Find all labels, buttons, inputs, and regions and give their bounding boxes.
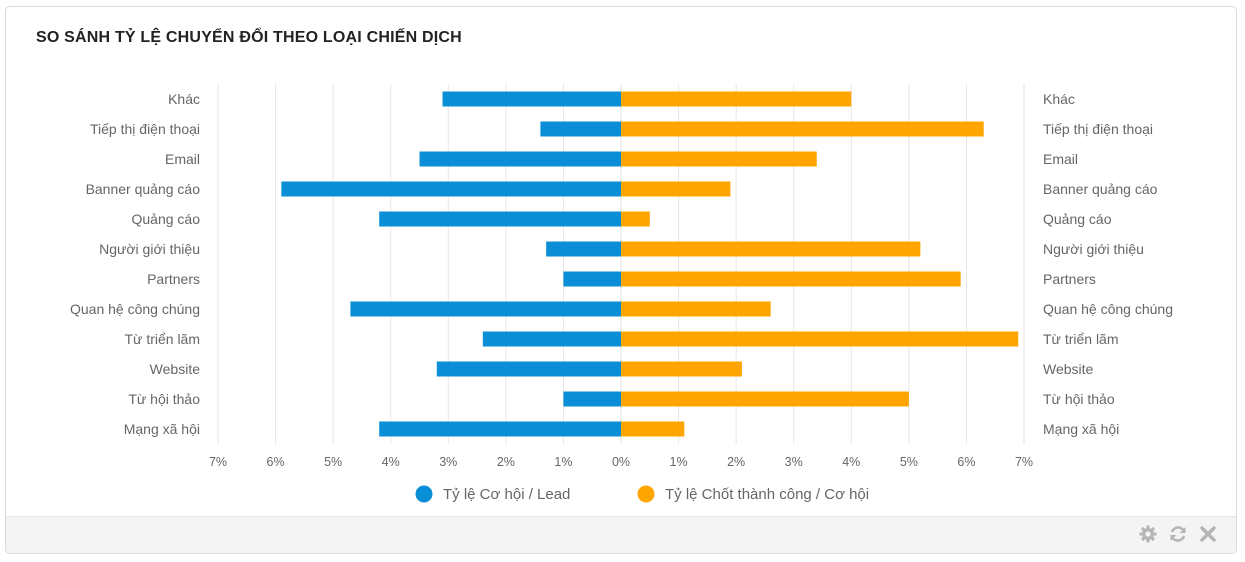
x-tick-label: 0% bbox=[612, 455, 630, 469]
x-tick-label: 6% bbox=[267, 455, 285, 469]
x-tick-label: 2% bbox=[727, 455, 745, 469]
x-tick-label: 4% bbox=[382, 455, 400, 469]
category-label-left: Mạng xã hội bbox=[124, 421, 200, 437]
gear-icon[interactable] bbox=[1138, 524, 1158, 544]
bar-lead-opportunity bbox=[546, 241, 621, 257]
category-label-right: Email bbox=[1043, 151, 1078, 167]
bar-layer bbox=[281, 91, 1019, 437]
x-tick-label: 7% bbox=[1015, 455, 1033, 469]
legend-marker bbox=[637, 485, 655, 503]
bar-lead-opportunity bbox=[436, 361, 621, 377]
bar-opportunity-win bbox=[621, 271, 961, 287]
bar-lead-opportunity bbox=[540, 121, 621, 137]
x-tick-label: 1% bbox=[554, 455, 572, 469]
category-label-left: Email bbox=[165, 151, 200, 167]
x-tick-label: 5% bbox=[900, 455, 918, 469]
category-label-right: Partners bbox=[1043, 271, 1096, 287]
x-tick-label: 3% bbox=[439, 455, 457, 469]
x-tick-label: 5% bbox=[324, 455, 342, 469]
category-label-right: Người giới thiệu bbox=[1043, 241, 1144, 257]
bar-opportunity-win bbox=[621, 181, 731, 197]
bar-lead-opportunity bbox=[379, 421, 621, 437]
category-label-left: Khác bbox=[168, 91, 200, 107]
bar-lead-opportunity bbox=[563, 271, 621, 287]
category-label-right: Tiếp thị điện thoại bbox=[1043, 121, 1153, 137]
bar-opportunity-win bbox=[621, 241, 921, 257]
grid-layer bbox=[217, 84, 1025, 444]
category-label-left: Quảng cáo bbox=[132, 211, 201, 227]
x-tick-label: 7% bbox=[209, 455, 227, 469]
x-tick-label: 4% bbox=[842, 455, 860, 469]
category-label-left: Từ triển lãm bbox=[125, 331, 201, 347]
bar-opportunity-win bbox=[621, 121, 984, 137]
category-label-left: Người giới thiệu bbox=[99, 241, 200, 257]
category-label-right: Khác bbox=[1043, 91, 1075, 107]
bar-lead-opportunity bbox=[350, 301, 621, 317]
refresh-icon[interactable] bbox=[1168, 524, 1188, 544]
category-label-right: Mạng xã hội bbox=[1043, 421, 1119, 437]
footer-toolbar bbox=[1138, 524, 1218, 544]
category-label-left: Từ hội thảo bbox=[128, 391, 200, 407]
category-label-right: Banner quảng cáo bbox=[1043, 181, 1158, 197]
bar-opportunity-win bbox=[621, 151, 817, 167]
legend-label: Tỷ lệ Cơ hội / Lead bbox=[443, 486, 570, 503]
x-tick-label: 3% bbox=[785, 455, 803, 469]
category-label-right: Website bbox=[1043, 361, 1094, 377]
bar-lead-opportunity bbox=[563, 391, 621, 407]
x-tick-label: 6% bbox=[957, 455, 975, 469]
bar-opportunity-win bbox=[621, 301, 771, 317]
bar-lead-opportunity bbox=[442, 91, 621, 107]
bar-opportunity-win bbox=[621, 211, 650, 227]
category-label-right: Quan hệ công chúng bbox=[1043, 301, 1173, 317]
bar-opportunity-win bbox=[621, 91, 852, 107]
category-label-right: Quảng cáo bbox=[1043, 211, 1112, 227]
bar-lead-opportunity bbox=[281, 181, 621, 197]
category-label-left: Banner quảng cáo bbox=[86, 181, 201, 197]
category-label-right: Từ hội thảo bbox=[1043, 391, 1115, 407]
label-layer: 7% 6% 5% 4% 3% 2% 1% 0% 1% 2% 3% 4% 5% 6% 7% Khác Khác Ti… bbox=[70, 91, 1173, 469]
panel-title: SO SÁNH TỶ LỆ CHUYỂN ĐỔI THEO LOẠI CHIẾN… bbox=[36, 29, 462, 46]
x-tick-label: 2% bbox=[497, 455, 515, 469]
close-icon[interactable] bbox=[1198, 524, 1218, 544]
bar-lead-opportunity bbox=[379, 211, 621, 227]
bar-lead-opportunity bbox=[482, 331, 621, 347]
bar-opportunity-win bbox=[621, 391, 909, 407]
bar-opportunity-win bbox=[621, 331, 1019, 347]
legend-label: Tỷ lệ Chốt thành công / Cơ hội bbox=[665, 486, 869, 503]
category-label-left: Website bbox=[150, 361, 201, 377]
bar-opportunity-win bbox=[621, 421, 685, 437]
legend-layer: Tỷ lệ Cơ hội / Lead Tỷ lệ Chốt thành công… bbox=[415, 485, 869, 503]
category-label-left: Partners bbox=[147, 271, 200, 287]
category-label-left: Quan hệ công chúng bbox=[70, 301, 200, 317]
panel-footer bbox=[6, 516, 1236, 553]
category-label-left: Tiếp thị điện thoại bbox=[90, 121, 200, 137]
category-label-right: Từ triển lãm bbox=[1043, 331, 1119, 347]
x-tick-label: 1% bbox=[670, 455, 688, 469]
bar-opportunity-win bbox=[621, 361, 742, 377]
bar-lead-opportunity bbox=[419, 151, 621, 167]
legend-marker bbox=[415, 485, 433, 503]
